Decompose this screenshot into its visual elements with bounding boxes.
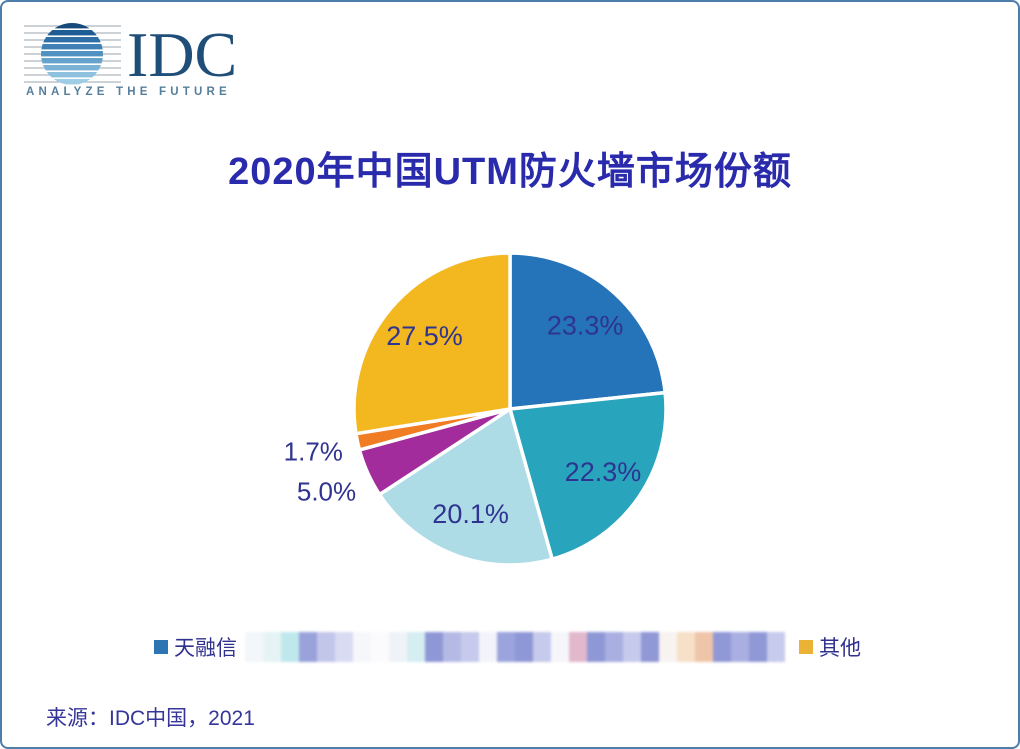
source-note: 来源：IDC中国，2021 xyxy=(46,707,255,730)
idc-logo-graphic: IDC xyxy=(24,19,237,90)
idc-logo: IDC ANALYZE THE FUTURE xyxy=(24,16,264,108)
redacted-block xyxy=(767,632,785,662)
redacted-block xyxy=(731,632,749,662)
redacted-block xyxy=(587,632,605,662)
idc-logo-text: IDC xyxy=(127,19,237,86)
redacted-block xyxy=(569,632,587,662)
redacted-block xyxy=(425,632,443,662)
legend-label-last: 其他 xyxy=(819,637,861,660)
redacted-block xyxy=(749,632,767,662)
redacted-block xyxy=(353,632,371,662)
pie-label: 23.3% xyxy=(547,311,624,341)
pie-label: 22.3% xyxy=(565,457,642,487)
redacted-block xyxy=(659,632,677,662)
redacted-block xyxy=(389,632,407,662)
redacted-block xyxy=(533,632,551,662)
pie-slice xyxy=(508,251,667,411)
pie-slice xyxy=(352,251,512,436)
redacted-block xyxy=(443,632,461,662)
legend-item-last: 其他 xyxy=(799,632,861,662)
redacted-block xyxy=(695,632,713,662)
chart-legend: 天融信 其他 xyxy=(154,628,861,666)
redacted-block xyxy=(641,632,659,662)
redacted-block xyxy=(713,632,731,662)
redacted-block xyxy=(281,632,299,662)
redacted-block xyxy=(245,632,263,662)
legend-item-first: 天融信 xyxy=(154,632,237,662)
redacted-block xyxy=(317,632,335,662)
redacted-block xyxy=(371,632,389,662)
legend-redacted-mosaic xyxy=(245,631,785,663)
pie-slice xyxy=(508,390,668,561)
legend-swatch-blue xyxy=(154,640,168,654)
legend-swatch-yellow xyxy=(799,640,813,654)
globe-icon xyxy=(41,23,103,85)
pie-label: 5.0% xyxy=(297,477,356,507)
redacted-block xyxy=(677,632,695,662)
idc-tagline: ANALYZE THE FUTURE xyxy=(26,86,231,98)
redacted-block xyxy=(263,632,281,662)
redacted-block xyxy=(497,632,515,662)
redacted-block xyxy=(623,632,641,662)
redacted-block xyxy=(605,632,623,662)
legend-label-first: 天融信 xyxy=(174,637,237,660)
redacted-block xyxy=(515,632,533,662)
chart-title: 2020年中国UTM防火墙市场份额 xyxy=(228,151,792,193)
pie-label: 20.1% xyxy=(432,499,509,529)
pie-chart: 23.3% 22.3% 20.1% 5.0% 1.7% 27.5% xyxy=(284,251,668,567)
pie-label: 27.5% xyxy=(386,321,463,351)
redacted-block xyxy=(335,632,353,662)
redacted-block xyxy=(407,632,425,662)
pie-label: 1.7% xyxy=(284,436,343,466)
redacted-block xyxy=(479,632,497,662)
pie-slice xyxy=(377,407,554,567)
redacted-block xyxy=(551,632,569,662)
redacted-block xyxy=(299,632,317,662)
redacted-block xyxy=(461,632,479,662)
pie-chart-area: 23.3% 22.3% 20.1% 5.0% 1.7% 27.5% xyxy=(272,217,752,607)
